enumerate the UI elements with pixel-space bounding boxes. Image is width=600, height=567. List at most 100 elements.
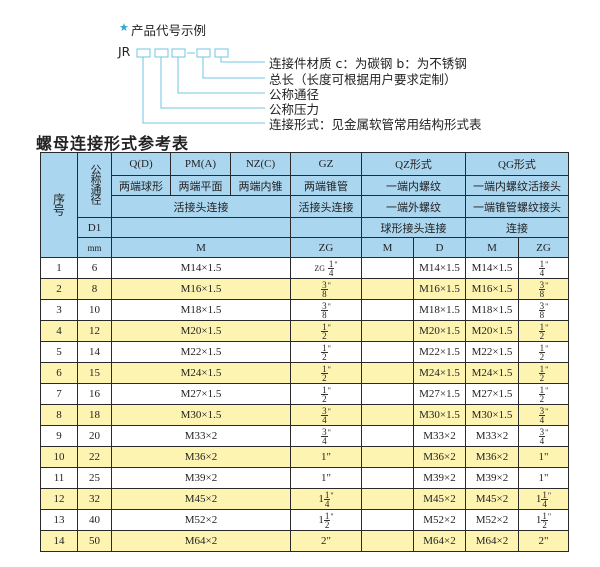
code-box-diameter — [171, 48, 186, 58]
row-qg-m: M14×1.5 — [465, 257, 519, 279]
zg-value: 1" — [538, 472, 549, 484]
header-nominal: 公称通径 — [77, 152, 112, 218]
fraction-numerator: 1 — [327, 258, 335, 269]
row-number: 11 — [40, 467, 78, 489]
row-qz-d: M45×2 — [413, 488, 466, 510]
row-nominal-diameter: 25 — [77, 467, 112, 489]
row-number: 5 — [40, 341, 78, 363]
row-qg-zg: 2" — [518, 530, 569, 552]
row-number: 2 — [40, 278, 78, 300]
row-number: 8 — [40, 404, 78, 426]
fraction-numerator: 1 — [323, 510, 331, 521]
row-gz-zg: 1" — [290, 467, 362, 489]
header-nz: NZ(C) — [230, 152, 291, 176]
row-gz-zg: 1 2 " — [290, 341, 362, 363]
row-qg-m: M18×1.5 — [465, 299, 519, 321]
legend-material: 连接件材质 c：为碳钢 b：为不锈钢 — [269, 56, 467, 71]
fraction-denominator: 2 — [322, 330, 327, 341]
row-qg-m: M16×1.5 — [465, 278, 519, 300]
table-row: 14 50 M64×2 2" M64×2 M64×2 2" — [40, 530, 569, 552]
row-gz-zg: 1 2 " — [290, 383, 362, 405]
header-seq: 序号 — [40, 152, 78, 258]
nut-connection-table: 序号 公称通径 Q(D) PM(A) NZ(C) GZ QZ形式 QG形式 两端… — [40, 152, 569, 552]
fraction-denominator: 2 — [539, 372, 545, 383]
code-diagram — [136, 48, 265, 124]
inch-mark: " — [327, 427, 331, 437]
row-qg-zg: 1 1 2 " — [518, 509, 569, 531]
row-qz-d: M36×2 — [413, 446, 466, 468]
fraction-whole: 1 — [318, 513, 324, 526]
inch-mark: " — [545, 343, 549, 353]
header-qz-desc3: 球形接头连接 — [361, 217, 466, 238]
inch-mark: " — [545, 259, 549, 269]
row-nominal-diameter: 8 — [77, 278, 112, 300]
table-row: 10 22 M36×2 1" M36×2 M36×2 1" — [40, 446, 569, 468]
fraction-denominator: 4 — [324, 498, 330, 509]
row-nominal-diameter: 50 — [77, 530, 112, 552]
header-qg-desc2: 一端锥管螺纹接头 — [465, 195, 569, 218]
fraction-whole: 1 — [535, 492, 542, 505]
row-qg-zg: 1 2 " — [518, 341, 569, 363]
header-qg-m: M — [465, 237, 519, 258]
fraction-whole: 1 — [318, 492, 324, 505]
fraction-denominator: 4 — [322, 435, 327, 446]
fraction-denominator: 4 — [539, 414, 545, 425]
table-row: 11 25 M39×2 1" M39×2 M39×2 1" — [40, 467, 569, 489]
row-nominal-diameter: 16 — [77, 383, 112, 405]
header-q-desc: 两端球形 — [111, 175, 171, 196]
zg-value: 1" — [538, 451, 549, 463]
header-blank-gz — [290, 217, 362, 238]
fraction-numerator: 1 — [538, 321, 546, 332]
header-m: M — [111, 237, 291, 258]
header-qz-d: D — [413, 237, 466, 258]
row-qz-d: M16×1.5 — [413, 278, 466, 300]
row-gz-zg: 2" — [290, 530, 362, 552]
row-qz-m — [361, 488, 414, 510]
table-row: 2 8 M16×1.5 3 8 " M16×1.5 M16×1.5 3 8 " — [40, 278, 569, 300]
fraction-denominator: 2 — [322, 351, 327, 362]
row-nominal-diameter: 18 — [77, 404, 112, 426]
row-gz-zg: 3 4 " — [290, 404, 362, 426]
inch-mark: " — [334, 259, 338, 269]
row-number: 4 — [40, 320, 78, 342]
row-qz-d: M18×1.5 — [413, 299, 466, 321]
row-m-thread: M20×1.5 — [111, 320, 291, 342]
row-gz-zg: 3 8 " — [290, 278, 362, 300]
header-pm-desc: 两端平面 — [170, 175, 231, 196]
fraction-numerator: 3 — [538, 279, 546, 290]
zg-value: 1" — [321, 451, 331, 463]
fraction-numerator: 1 — [321, 384, 328, 395]
header-zg: ZG — [290, 237, 362, 258]
inch-mark: " — [327, 301, 331, 311]
table-row: 4 12 M20×1.5 1 2 " M20×1.5 M20×1.5 1 2 " — [40, 320, 569, 342]
row-m-thread: M18×1.5 — [111, 299, 291, 321]
legend-diameter: 公称通径 — [269, 87, 320, 102]
inch-mark: " — [327, 385, 331, 395]
row-nominal-diameter: 20 — [77, 425, 112, 447]
row-gz-zg: 1" — [290, 446, 362, 468]
row-qg-m: M24×1.5 — [465, 362, 519, 384]
row-qz-m — [361, 299, 414, 321]
row-qz-m — [361, 278, 414, 300]
table-row: 9 20 M33×2 3 4 " M33×2 M33×2 3 4 " — [40, 425, 569, 447]
row-nominal-diameter: 12 — [77, 320, 112, 342]
fraction-numerator: 3 — [538, 426, 546, 437]
inch-mark: " — [545, 364, 549, 374]
row-qg-m: M27×1.5 — [465, 383, 519, 405]
row-m-thread: M39×2 — [111, 467, 291, 489]
fraction-denominator: 8 — [322, 309, 327, 320]
table-row: 7 16 M27×1.5 1 2 " M27×1.5 M27×1.5 1 2 " — [40, 383, 569, 405]
table-row: 3 10 M18×1.5 3 8 " M18×1.5 M18×1.5 3 8 " — [40, 299, 569, 321]
header-d1: D1 — [77, 217, 112, 238]
row-qg-zg: 3 4 " — [518, 425, 569, 447]
table-row: 1 6 M14×1.5 ZG 1 4 " M14×1.5 M14×1.5 1 4 " — [40, 257, 569, 279]
row-qz-d: M30×1.5 — [413, 404, 466, 426]
fraction-denominator: 8 — [539, 309, 545, 320]
row-number: 1 — [40, 257, 78, 279]
inch-mark: " — [545, 427, 549, 437]
